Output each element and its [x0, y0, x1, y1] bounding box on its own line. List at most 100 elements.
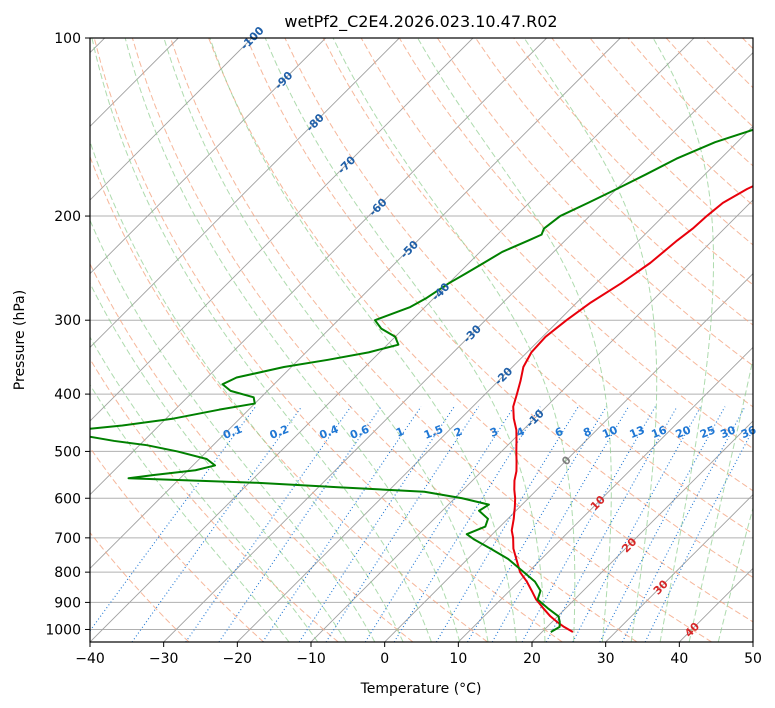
- isotherm-line: [163, 52, 753, 642]
- isotherm-label: -30: [461, 322, 484, 345]
- isotherm-line: [90, 38, 326, 275]
- moist-adiabat-line: [91, 38, 432, 642]
- dry-adiabat-line: [90, 358, 339, 642]
- dry-adiabat-line: [398, 38, 753, 408]
- mixing-ratio-line: [644, 428, 753, 642]
- mixing-ratio-line: [325, 406, 480, 642]
- moist-adiabat-line: [332, 38, 576, 642]
- isotherm-line: [90, 38, 695, 642]
- isotherm-line: [237, 125, 753, 642]
- y-tick-label: 300: [54, 313, 81, 329]
- isotherm-label: -70: [335, 153, 358, 176]
- isotherm-line: [752, 641, 753, 642]
- isotherm-line: [90, 38, 621, 569]
- moist-adiabat-line: [90, 140, 404, 642]
- mixing-ratio-label: 10: [600, 423, 619, 441]
- mixing-ratio-line: [435, 406, 579, 642]
- y-axis: 100 200 300 400 500 600 700 800 900 1000: [45, 31, 90, 638]
- y-tick-label: 200: [54, 209, 81, 225]
- dry-adiabat-line: [131, 38, 638, 642]
- isotherm-line: [90, 38, 400, 348]
- moist-adiabat-line: [417, 38, 612, 642]
- isotherm-label: -60: [366, 195, 389, 218]
- dry-adiabat-line: [360, 38, 753, 450]
- mixing-ratio-label: 13: [628, 423, 647, 441]
- mixing-ratio-line: [298, 406, 455, 642]
- dry-adiabat-line: [90, 531, 190, 642]
- dewpoint-line: [90, 128, 753, 633]
- y-tick-label: 1000: [45, 622, 81, 638]
- moist-adiabat-line: [688, 356, 753, 642]
- mixing-ratio-line: [364, 406, 515, 642]
- x-tick-label: −10: [296, 651, 326, 667]
- y-tick-label: 900: [54, 595, 81, 611]
- mixing-ratio-label: 0.1: [221, 423, 244, 442]
- isotherm-line: [90, 38, 547, 496]
- mixing-ratio-line: [621, 406, 746, 642]
- mixing-ratio-label: 25: [698, 423, 717, 441]
- isotherm-line: [90, 38, 474, 422]
- isotherm-label: 40: [682, 620, 702, 640]
- isotherm-label: -90: [272, 69, 295, 92]
- mixing-ratio-line: [467, 406, 607, 642]
- dry-adiabat-line: [703, 38, 753, 89]
- x-tick-label: −40: [75, 651, 105, 667]
- dry-adiabat-line: [284, 38, 753, 535]
- mixing-ratio-line: [185, 406, 352, 642]
- moist-adiabat-line: [90, 282, 347, 642]
- moist-adiabat-line: [90, 383, 290, 642]
- moist-adiabat-line: [90, 336, 319, 642]
- y-tick-label: 600: [54, 491, 81, 507]
- mixing-ratio-label: 3: [488, 425, 500, 440]
- chart-title: wetPf2_C2E4.2026.023.10.47.R02: [284, 12, 557, 32]
- x-axis-label: Temperature (°C): [360, 681, 482, 697]
- x-tick-label: −20: [223, 651, 253, 667]
- mixing-ratio-line: [218, 406, 382, 642]
- mixing-ratio-label: 1: [394, 425, 406, 440]
- dry-adiabat-line: [742, 38, 753, 50]
- line-labels: 0.1 0.2 0.4 0.6 1 1.5 2 3 4 6 8 10 13 16 20 25 30 36-100-…: [221, 24, 758, 640]
- moist-adiabat-line: [264, 38, 546, 642]
- x-tick-label: 10: [449, 651, 467, 667]
- dry-adiabat-line: [90, 155, 488, 642]
- moist-adiabat-line: [523, 38, 658, 642]
- moist-adiabat-line: [652, 38, 715, 642]
- dry-adiabat-line: [90, 262, 414, 642]
- moist-adiabat-line: [717, 506, 753, 642]
- x-tick-label: 30: [597, 651, 615, 667]
- dry-adiabat-line: [90, 446, 264, 642]
- x-tick-label: 20: [523, 651, 541, 667]
- x-tick-label: −30: [149, 651, 179, 667]
- moist-adiabat-line: [90, 218, 376, 642]
- moist-adiabat-line: [124, 38, 461, 642]
- isotherm-line: [90, 38, 253, 201]
- isotherm-label: 0: [559, 453, 574, 468]
- plot-frame: [89, 37, 754, 643]
- isotherm-label: -80: [304, 111, 327, 134]
- dry-adiabat-line: [170, 38, 713, 642]
- isotherm-line: [679, 567, 753, 642]
- mixing-ratio-label: 8: [581, 425, 593, 440]
- y-tick-label: 100: [54, 31, 81, 47]
- mixing-ratio-line: [131, 406, 303, 642]
- background-lines: [90, 38, 753, 642]
- mixing-ratio-line: [90, 406, 257, 632]
- temperature-line: [510, 185, 753, 633]
- isotherm-line: [384, 273, 753, 642]
- isotherm-label: 10: [588, 493, 608, 513]
- isotherm-line: [531, 420, 753, 642]
- dry-adiabat-line: [589, 38, 753, 206]
- y-axis-label: Pressure (hPa): [12, 290, 28, 390]
- mixing-ratio-label: 16: [650, 423, 669, 441]
- x-axis: −40 −30 −20 −10 0 10 20 30 40 50: [75, 642, 762, 667]
- moist-adiabat-line: [209, 38, 517, 642]
- dry-adiabat-line: [513, 38, 753, 286]
- dry-adiabat-line: [437, 38, 753, 367]
- mixing-ratio-line: [491, 406, 630, 642]
- mixing-ratio-line: [262, 406, 422, 642]
- moist-adiabat-line: [163, 38, 489, 642]
- x-tick-label: 40: [670, 651, 688, 667]
- x-tick-label: 50: [744, 651, 762, 667]
- mixing-ratio-line: [545, 406, 678, 642]
